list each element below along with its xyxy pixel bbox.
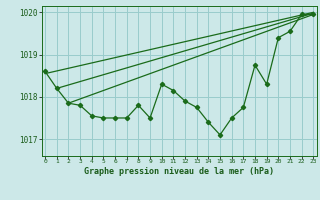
X-axis label: Graphe pression niveau de la mer (hPa): Graphe pression niveau de la mer (hPa) — [84, 167, 274, 176]
